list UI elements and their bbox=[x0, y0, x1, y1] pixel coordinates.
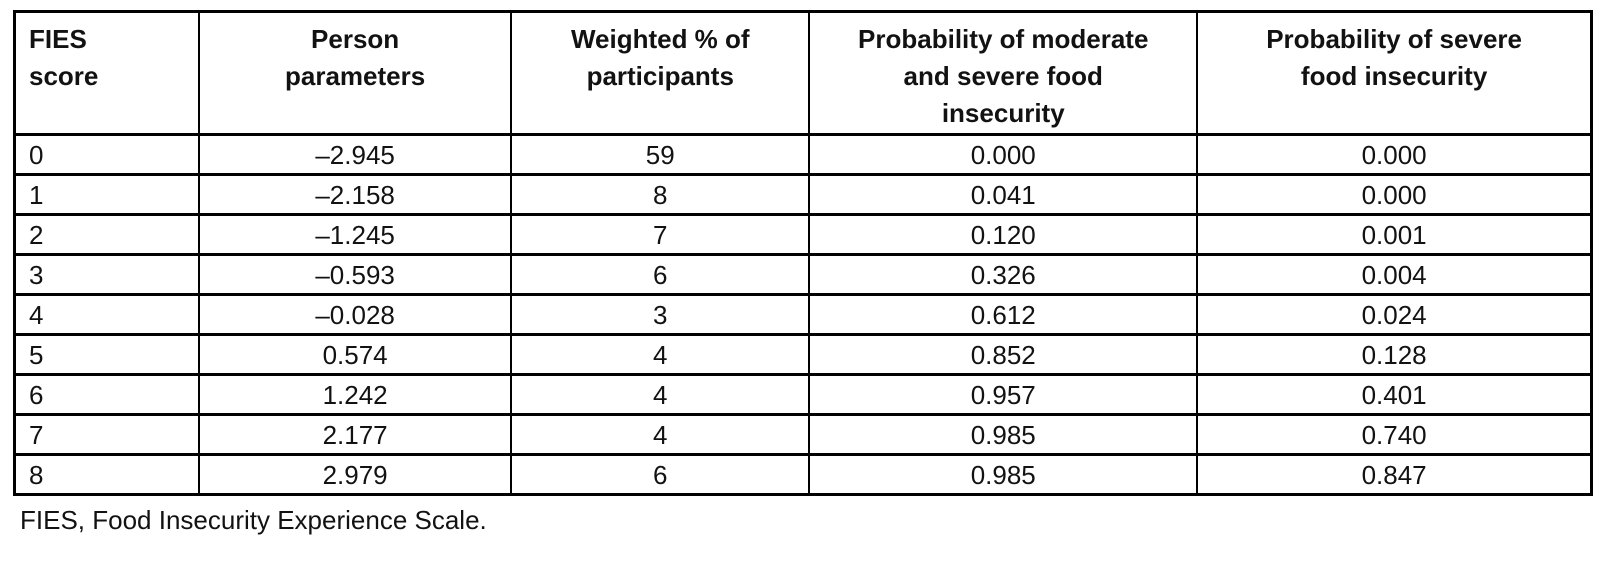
table-sheet: FIES score Person parameters Weighted % … bbox=[13, 10, 1593, 536]
fies-table: FIES score Person parameters Weighted % … bbox=[13, 10, 1593, 496]
cell-person-parameter: –0.028 bbox=[197, 293, 513, 335]
cell-weighted-percent: 8 bbox=[510, 173, 811, 215]
col-header-person-parameters: Person parameters bbox=[197, 11, 513, 136]
cell-prob-moderate-severe: 0.000 bbox=[808, 133, 1199, 175]
table-row: 2 –1.245 7 0.120 0.001 bbox=[13, 213, 1593, 255]
cell-weighted-percent: 59 bbox=[510, 133, 811, 175]
cell-prob-moderate-severe: 0.326 bbox=[808, 253, 1199, 295]
cell-prob-moderate-severe: 0.985 bbox=[808, 413, 1199, 455]
cell-prob-severe: 0.024 bbox=[1196, 293, 1593, 335]
table-row: 4 –0.028 3 0.612 0.024 bbox=[13, 293, 1593, 335]
cell-prob-moderate-severe: 0.985 bbox=[808, 453, 1199, 495]
cell-prob-severe: 0.128 bbox=[1196, 333, 1593, 375]
col-header-weighted-percent-participants: Weighted % of participants bbox=[510, 11, 811, 136]
cell-prob-severe: 0.001 bbox=[1196, 213, 1593, 255]
cell-weighted-percent: 4 bbox=[510, 373, 811, 415]
cell-prob-moderate-severe: 0.120 bbox=[808, 213, 1199, 255]
table-row: 0 –2.945 59 0.000 0.000 bbox=[13, 133, 1593, 175]
cell-person-parameter: –0.593 bbox=[197, 253, 513, 295]
table-row: 7 2.177 4 0.985 0.740 bbox=[13, 413, 1593, 455]
table-row: 6 1.242 4 0.957 0.401 bbox=[13, 373, 1593, 415]
cell-fies-score: 4 bbox=[13, 293, 200, 335]
cell-person-parameter: 1.242 bbox=[197, 373, 513, 415]
cell-prob-severe: 0.401 bbox=[1196, 373, 1593, 415]
table-body: 0 –2.945 59 0.000 0.000 1 –2.158 8 0.041… bbox=[13, 133, 1593, 495]
cell-prob-moderate-severe: 0.957 bbox=[808, 373, 1199, 415]
cell-weighted-percent: 4 bbox=[510, 413, 811, 455]
cell-weighted-percent: 3 bbox=[510, 293, 811, 335]
col-header-fies-score: FIES score bbox=[13, 11, 200, 136]
cell-fies-score: 2 bbox=[13, 213, 200, 255]
cell-prob-severe: 0.847 bbox=[1196, 453, 1593, 495]
cell-person-parameter: 0.574 bbox=[197, 333, 513, 375]
cell-person-parameter: –2.945 bbox=[197, 133, 513, 175]
cell-fies-score: 3 bbox=[13, 253, 200, 295]
cell-fies-score: 1 bbox=[13, 173, 200, 215]
cell-prob-severe: 0.004 bbox=[1196, 253, 1593, 295]
cell-prob-moderate-severe: 0.612 bbox=[808, 293, 1199, 335]
cell-person-parameter: –2.158 bbox=[197, 173, 513, 215]
table-row: 1 –2.158 8 0.041 0.000 bbox=[13, 173, 1593, 215]
col-header-probability-severe: Probability of severe food insecurity bbox=[1196, 11, 1593, 136]
cell-person-parameter: –1.245 bbox=[197, 213, 513, 255]
table-row: 5 0.574 4 0.852 0.128 bbox=[13, 333, 1593, 375]
table-footnote: FIES, Food Insecurity Experience Scale. bbox=[20, 505, 487, 535]
cell-fies-score: 5 bbox=[13, 333, 200, 375]
table-row: 8 2.979 6 0.985 0.847 bbox=[13, 453, 1593, 495]
cell-weighted-percent: 4 bbox=[510, 333, 811, 375]
table-row: 3 –0.593 6 0.326 0.004 bbox=[13, 253, 1593, 295]
cell-weighted-percent: 6 bbox=[510, 453, 811, 495]
cell-fies-score: 7 bbox=[13, 413, 200, 455]
cell-prob-severe: 0.000 bbox=[1196, 173, 1593, 215]
cell-prob-moderate-severe: 0.041 bbox=[808, 173, 1199, 215]
cell-weighted-percent: 6 bbox=[510, 253, 811, 295]
cell-person-parameter: 2.177 bbox=[197, 413, 513, 455]
table-header-row: FIES score Person parameters Weighted % … bbox=[13, 11, 1593, 136]
cell-prob-moderate-severe: 0.852 bbox=[808, 333, 1199, 375]
cell-fies-score: 6 bbox=[13, 373, 200, 415]
cell-prob-severe: 0.000 bbox=[1196, 133, 1593, 175]
cell-weighted-percent: 7 bbox=[510, 213, 811, 255]
cell-person-parameter: 2.979 bbox=[197, 453, 513, 495]
col-header-probability-moderate-severe: Probability of moderate and severe food … bbox=[808, 11, 1199, 136]
cell-fies-score: 8 bbox=[13, 453, 200, 495]
cell-prob-severe: 0.740 bbox=[1196, 413, 1593, 455]
cell-fies-score: 0 bbox=[13, 133, 200, 175]
